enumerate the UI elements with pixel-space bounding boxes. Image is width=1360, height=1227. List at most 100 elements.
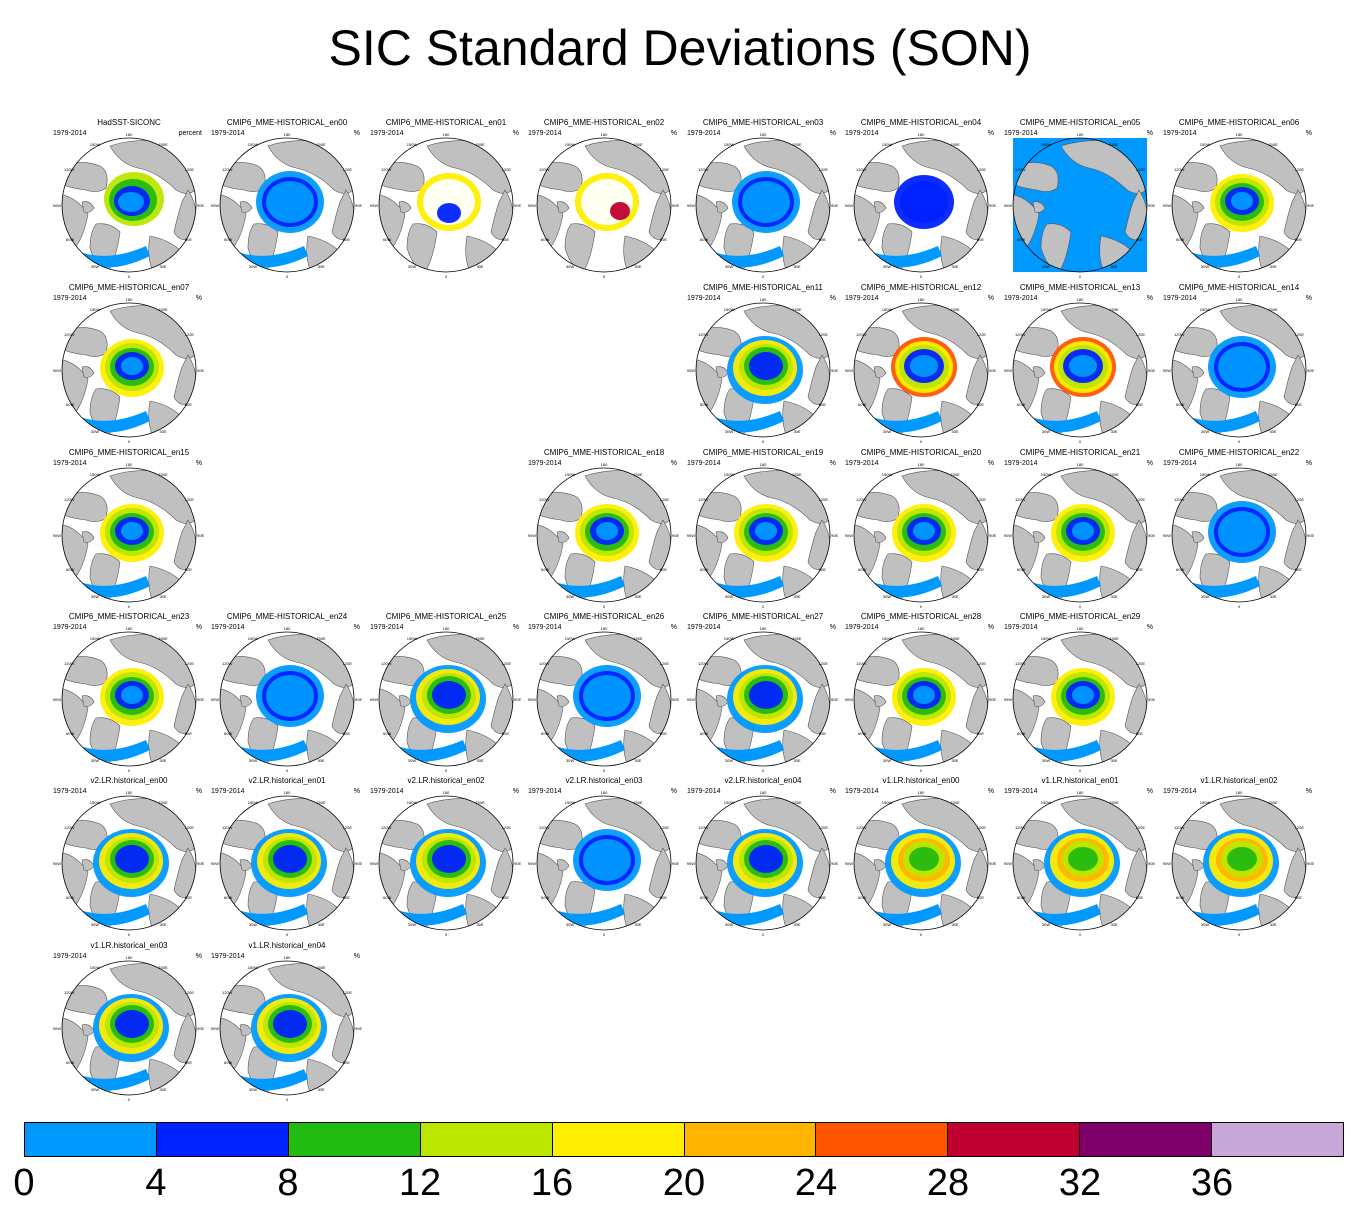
longitude-label: 60W	[66, 237, 74, 242]
land-mass	[1191, 201, 1205, 213]
panel-period: 1979-2014	[1004, 130, 1038, 137]
longitude-label: 120E	[185, 661, 195, 666]
map-panel: CMIP6_MME-HISTORICAL_en18 1979-2014% 180 15…	[525, 448, 683, 610]
colorbar-tick-label: 20	[662, 1162, 706, 1204]
longitude-label: 120W	[539, 167, 550, 172]
longitude-label: 60W	[1017, 237, 1025, 242]
polar-map: 180 150W 150E 120W 120E 90W 90E 60W 60E 30W 30E 0	[528, 790, 680, 937]
longitude-label: 60E	[977, 402, 984, 407]
land-mass	[81, 201, 95, 213]
panel-title: HadSST-SICONC	[97, 118, 161, 127]
land-mass	[715, 531, 729, 543]
land-mass	[1124, 354, 1147, 406]
longitude-label: 0	[286, 274, 289, 279]
longitude-label: 30E	[951, 594, 958, 599]
longitude-label: 60W	[66, 567, 74, 572]
map-border	[536, 631, 672, 767]
map-field	[696, 796, 830, 930]
map-border	[61, 795, 197, 931]
longitude-label: 150W	[90, 307, 101, 312]
longitude-label: 150W	[882, 800, 893, 805]
longitude-label: 90W	[53, 368, 61, 373]
longitude-label: 90E	[1148, 533, 1155, 538]
longitude-label: 0	[1079, 274, 1082, 279]
sic-contour	[121, 522, 143, 540]
map-border	[695, 302, 831, 438]
longitude-label: 150W	[1041, 142, 1052, 147]
map-border	[1012, 631, 1148, 767]
longitude-label: 30E	[476, 922, 483, 927]
panel-period: 1979-2014	[528, 788, 562, 795]
longitude-label: 90W	[211, 697, 219, 702]
longitude-label: 120E	[1295, 332, 1305, 337]
panel-title: v1.LR.historical_en02	[1200, 776, 1278, 785]
longitude-label: 120E	[1136, 167, 1146, 172]
longitude-label: 90W	[1004, 861, 1012, 866]
panel-unit: %	[829, 624, 836, 631]
longitude-label: 90E	[989, 368, 996, 373]
land-mass	[807, 847, 830, 899]
panel-period: 1979-2014	[211, 953, 245, 960]
longitude-label: 150E	[792, 307, 802, 312]
panel-period: 1979-2014	[370, 624, 404, 631]
longitude-label: 150W	[90, 472, 101, 477]
land-mass	[556, 201, 570, 213]
polar-map: 180 150W 150E 120W 120E 90W 90E 60W 60E 30W 30E 0	[1004, 462, 1156, 609]
longitude-label: 120W	[698, 661, 709, 666]
longitude-label: 90E	[989, 697, 996, 702]
longitude-label: 150W	[1041, 472, 1052, 477]
longitude-label: 180	[1236, 297, 1243, 302]
longitude-label: 60W	[700, 567, 708, 572]
longitude-label: 60E	[819, 237, 826, 242]
longitude-label: 120W	[64, 825, 75, 830]
land-mass	[81, 366, 95, 378]
map-panel: v1.LR.historical_en00 1979-2014% 180 150W 15…	[842, 776, 1000, 938]
polar-map: 180 150W 150E 120W 120E 90W 90E 60W 60E 30W 30E 0	[845, 297, 997, 444]
panel-period: 1979-2014	[528, 624, 562, 631]
land-mass	[81, 695, 95, 707]
longitude-label: 90E	[1148, 697, 1155, 702]
panel-period: 1979-2014	[845, 624, 879, 631]
panel-title: CMIP6_MME-HISTORICAL_en18	[543, 448, 665, 457]
map-field	[854, 138, 988, 272]
panel-title: v1.LR.historical_en04	[248, 941, 326, 950]
map-border	[1012, 302, 1148, 438]
colorbar-tick-label: 24	[794, 1162, 838, 1204]
map-field	[854, 632, 988, 766]
longitude-label: 180	[760, 132, 767, 137]
land-mass	[965, 519, 988, 571]
map-panel: CMIP6_MME-HISTORICAL_en25 1979-2014% 180 15…	[367, 612, 525, 774]
map-field	[1172, 468, 1306, 602]
panel-unit: %	[353, 953, 360, 960]
longitude-label: 150E	[1109, 307, 1119, 312]
panel-period: 1979-2014	[1163, 130, 1197, 137]
longitude-label: 120W	[64, 661, 75, 666]
polar-map: 180 150W 150E 120W 120E 90W 90E 60W 60E 30W 30E 0	[53, 955, 205, 1102]
map-field	[62, 796, 196, 930]
longitude-label: 30E	[634, 758, 641, 763]
longitude-label: 30E	[1110, 429, 1117, 434]
longitude-label: 30E	[793, 594, 800, 599]
longitude-label: 60E	[977, 567, 984, 572]
longitude-label: 90W	[528, 203, 536, 208]
longitude-label: 60E	[819, 731, 826, 736]
longitude-label: 60W	[383, 731, 391, 736]
longitude-label: 30W	[249, 1087, 257, 1092]
panel-unit: %	[987, 130, 994, 137]
longitude-label: 0	[286, 932, 289, 937]
longitude-label: 120E	[1136, 661, 1146, 666]
marginal-ice-zone	[1190, 576, 1260, 598]
colorbar-tick-label: 32	[1058, 1162, 1102, 1204]
map-border	[536, 137, 672, 273]
longitude-label: 30E	[793, 264, 800, 269]
land-mass	[331, 189, 354, 241]
map-field	[220, 138, 354, 272]
land-mass	[807, 354, 830, 406]
polar-map: 180 150W 150E 120W 120E 90W 90E 60W 60E 30W 30E 0	[1004, 132, 1156, 279]
land-mass	[1283, 847, 1306, 899]
longitude-label: 30E	[317, 1087, 324, 1092]
land-mass	[406, 223, 438, 272]
longitude-label: 60E	[185, 567, 192, 572]
longitude-label: 150E	[950, 142, 960, 147]
longitude-label: 60W	[541, 895, 549, 900]
